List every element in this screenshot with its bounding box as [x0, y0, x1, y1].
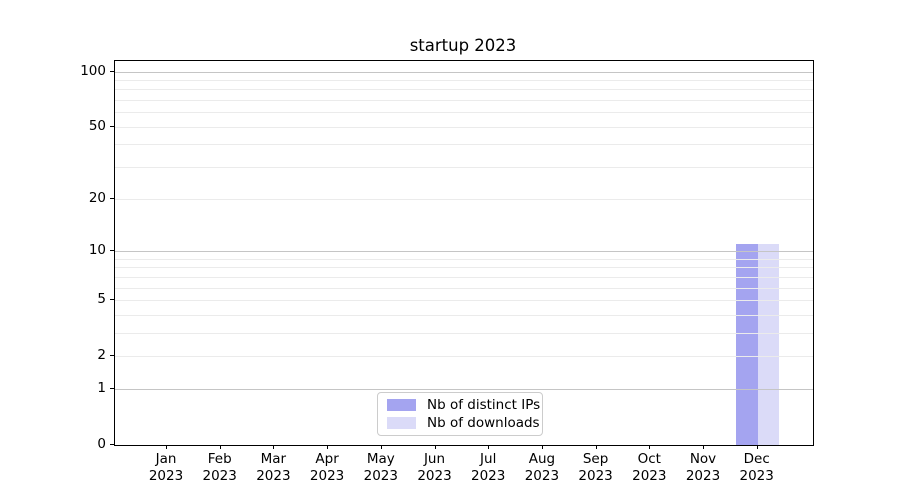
x-tick-label: Aug 2023 [524, 451, 560, 484]
plot-area [114, 60, 814, 446]
gridline-major [115, 71, 813, 73]
x-tick-mark [541, 445, 543, 449]
gridline-minor [115, 314, 813, 316]
x-tick-mark [488, 445, 490, 449]
y-tick-label: 20 [88, 189, 106, 206]
x-tick-label: Nov 2023 [685, 451, 721, 484]
y-tick-mark [110, 444, 114, 445]
legend-entry-downloads: Nb of downloads [387, 415, 540, 431]
x-tick-mark [166, 445, 167, 449]
y-tick-mark [110, 298, 114, 300]
x-tick-label: Mar 2023 [256, 451, 291, 484]
y-tick-mark [110, 197, 114, 199]
gridline-minor [115, 299, 813, 301]
bar-distinct-ips [736, 243, 758, 445]
x-tick-label: Jun 2023 [417, 451, 452, 484]
gridline-minor [115, 89, 813, 91]
legend-entry-distinct-ips: Nb of distinct IPs [387, 397, 540, 413]
chart-title: startup 2023 [409, 36, 517, 55]
x-tick-label: Oct 2023 [632, 451, 667, 484]
gridline-major [115, 250, 813, 252]
legend-swatch-downloads-icon [387, 417, 416, 429]
y-tick-label: 2 [97, 347, 106, 364]
gridline-minor [115, 258, 813, 260]
x-tick-mark [756, 445, 758, 449]
x-tick-mark [327, 445, 329, 449]
gridline-minor [115, 332, 813, 334]
x-tick-label: Jan 2023 [148, 451, 184, 484]
gridline-minor [115, 267, 813, 269]
x-tick-label: Dec 2023 [739, 451, 774, 484]
gridline-minor [115, 287, 813, 289]
bar-downloads [757, 243, 780, 445]
gridline-major [115, 388, 813, 390]
x-tick-mark [595, 445, 597, 449]
y-tick-label: 10 [88, 241, 106, 258]
y-tick-label: 100 [80, 62, 106, 79]
gridline-minor [115, 356, 813, 358]
x-tick-mark [273, 445, 275, 449]
y-tick-label: 5 [97, 290, 106, 307]
x-tick-mark [380, 445, 382, 449]
legend-label-downloads: Nb of downloads [427, 415, 540, 431]
y-tick-label: 0 [97, 436, 106, 452]
x-tick-mark [649, 445, 651, 449]
x-tick-label: Feb 2023 [202, 451, 237, 484]
y-tick-mark [110, 125, 114, 127]
x-tick-mark [219, 445, 221, 449]
y-tick-mark [110, 249, 114, 251]
x-tick-label: May 2023 [363, 451, 398, 484]
x-tick-label: Jul 2023 [471, 451, 506, 484]
x-tick-mark [703, 445, 704, 449]
y-tick-label: 50 [88, 117, 106, 134]
gridline-minor [115, 112, 813, 114]
gridline-minor [115, 167, 813, 169]
gridline-minor [115, 276, 813, 278]
x-tick-label: Sep 2023 [578, 451, 613, 484]
legend-label-distinct-ips: Nb of distinct IPs [427, 397, 541, 413]
gridline-minor [115, 79, 813, 81]
y-tick-mark [110, 355, 114, 357]
legend-swatch-distinct-ips-icon [387, 399, 416, 411]
x-tick-mark [434, 445, 436, 449]
gridline-minor [115, 144, 813, 146]
y-tick-mark [110, 70, 114, 72]
gridline-minor [115, 198, 813, 200]
gridline-minor [115, 100, 813, 102]
y-tick-mark [110, 387, 114, 389]
y-tick-label: 1 [97, 379, 106, 396]
x-tick-label: Apr 2023 [309, 451, 345, 484]
gridline-minor [115, 126, 813, 128]
legend: Nb of distinct IPs Nb of downloads [377, 392, 543, 436]
